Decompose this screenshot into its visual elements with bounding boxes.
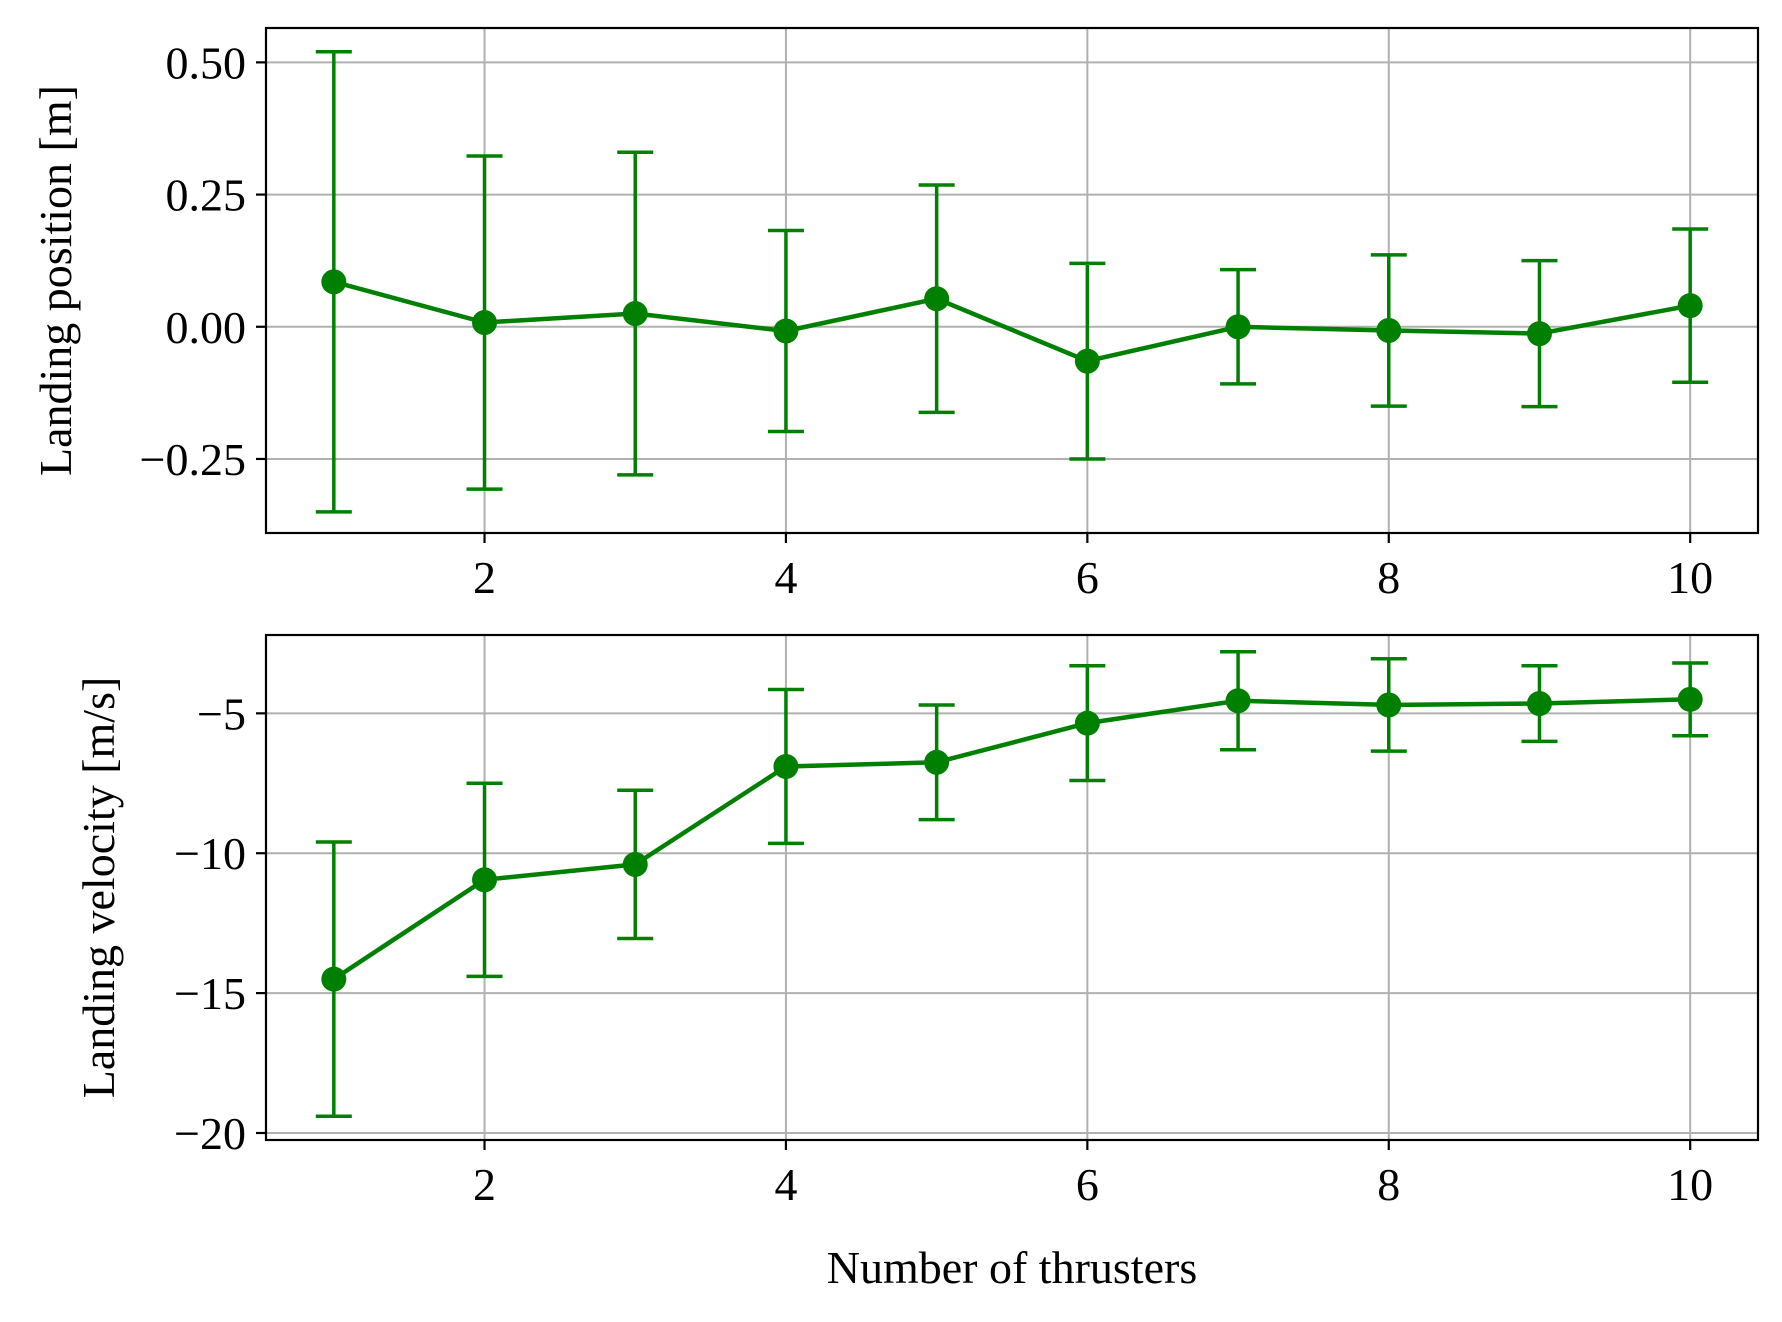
landing-velocity-data-point (924, 749, 950, 775)
landing-velocity-data-point (1526, 691, 1552, 717)
landing-position-x-tick-label: 6 (1076, 552, 1099, 603)
landing-position-data-point (1526, 321, 1552, 347)
landing-position-data-point (1225, 314, 1251, 340)
landing-velocity-series (321, 686, 1703, 992)
landing-position-x-tick-label: 4 (774, 552, 797, 603)
landing-position-y-tick-label: −0.25 (140, 434, 246, 485)
landing-velocity-x-tick-label: 2 (473, 1159, 496, 1210)
landing-velocity-data-point (321, 966, 347, 992)
landing-velocity-panel: 2 4 6 8 10 −20 −15 −10 −5 Landing velocity [m/s… (73, 633, 1760, 1293)
landing-velocity-data-point (1074, 710, 1100, 736)
landing-position-data-point (773, 318, 799, 344)
landing-velocity-y-tick-label: −5 (197, 688, 246, 739)
landing-position-data-point (1074, 348, 1100, 374)
landing-velocity-data-point (472, 867, 498, 893)
landing-velocity-series-line (332, 697, 1691, 981)
landing-velocity-data-point (1677, 686, 1703, 712)
landing-velocity-x-ticks: 2 4 6 8 10 (473, 1140, 1713, 1210)
landing-position-series (321, 269, 1703, 374)
landing-position-data-point (1677, 293, 1703, 319)
landing-velocity-data-point (1376, 692, 1402, 718)
landing-position-x-tick-label: 10 (1667, 552, 1713, 603)
landing-position-panel: 2 4 6 8 10 −0.25 0.00 0.25 0.50 Landing positio… (30, 26, 1760, 603)
landing-position-x-tick-label: 2 (473, 552, 496, 603)
landing-position-data-point (321, 269, 347, 295)
landing-position-axes-frame (264, 26, 1760, 535)
landing-position-y-tick-label: 0.25 (166, 170, 247, 221)
landing-velocity-y-tick-label: −20 (174, 1108, 246, 1159)
landing-velocity-data-point (622, 851, 648, 877)
landing-position-data-point (924, 286, 950, 312)
landing-position-y-ticks: −0.25 0.00 0.25 0.50 (140, 37, 266, 485)
landing-position-data-point (1376, 317, 1402, 343)
landing-position-y-tick-label: 0.00 (166, 302, 247, 353)
landing-velocity-data-point (1225, 688, 1251, 714)
landing-velocity-y-tick-label: −10 (174, 828, 246, 879)
landing-position-data-point (622, 301, 648, 327)
landing-velocity-y-ticks: −20 −15 −10 −5 (174, 688, 266, 1159)
landing-velocity-data-point (773, 753, 799, 779)
landing-position-x-tick-label: 8 (1377, 552, 1400, 603)
landing-position-y-tick-label: 0.50 (166, 37, 247, 88)
landing-position-data-point (472, 310, 498, 336)
landing-velocity-x-axis-label: Number of thrusters (827, 1242, 1197, 1293)
landing-velocity-x-tick-label: 10 (1667, 1159, 1713, 1210)
landing-position-y-axis-label: Landing position [m] (30, 85, 81, 476)
landing-velocity-x-tick-label: 4 (774, 1159, 797, 1210)
landing-velocity-y-axis-label: Landing velocity [m/s] (73, 677, 124, 1099)
landing-position-x-ticks: 2 4 6 8 10 (473, 533, 1713, 603)
landing-velocity-x-tick-label: 6 (1076, 1159, 1099, 1210)
landing-velocity-x-tick-label: 8 (1377, 1159, 1400, 1210)
landing-velocity-axes-frame (264, 633, 1760, 1142)
landing-position-series-line (333, 279, 1691, 364)
landing-velocity-y-tick-label: −15 (174, 968, 246, 1019)
